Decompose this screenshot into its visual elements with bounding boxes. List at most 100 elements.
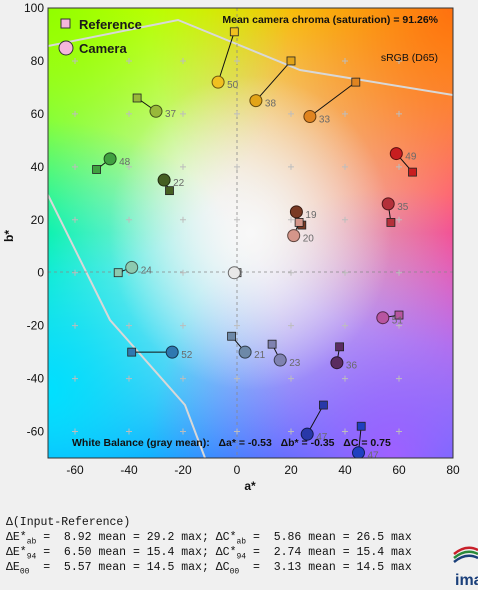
legend-camera-label: Camera bbox=[79, 41, 127, 56]
grid-plus-mark bbox=[234, 57, 240, 64]
grid-plus-mark bbox=[180, 322, 186, 329]
grid-plus-mark bbox=[342, 428, 348, 435]
legend-camera-marker bbox=[58, 40, 74, 56]
stats-a1: ΔE bbox=[6, 561, 20, 574]
grid-plus-mark bbox=[72, 163, 78, 170]
patch-label: 49 bbox=[405, 152, 417, 163]
patch-label: 21 bbox=[254, 350, 266, 361]
camera-marker bbox=[125, 260, 139, 274]
reference-marker bbox=[408, 167, 417, 177]
stats-a2: ΔC* bbox=[215, 531, 237, 544]
camera-marker bbox=[249, 94, 263, 108]
patch-label: 37 bbox=[165, 109, 177, 120]
grid-plus-mark bbox=[234, 110, 240, 117]
grid-plus-mark bbox=[396, 216, 402, 223]
grid-plus-mark bbox=[234, 216, 240, 223]
grid-plus-mark bbox=[234, 322, 240, 329]
stats-s2: 00 bbox=[229, 567, 240, 577]
stats-row: ΔE00 = 5.57 mean = 14.5 max; ΔC00 = 3.13… bbox=[6, 560, 446, 577]
reference-marker bbox=[113, 268, 123, 278]
patch-labels: 50 38 33 37 48 22 49 19 20 35 24 51 21 23 36 52 47 47 bbox=[119, 80, 417, 462]
y-tick-label: -20 bbox=[27, 319, 45, 333]
reference-marker bbox=[394, 310, 404, 320]
reference-marker bbox=[386, 218, 396, 227]
patch-label: 50 bbox=[227, 80, 239, 91]
grid-plus-mark bbox=[234, 163, 240, 170]
camera-marker bbox=[157, 173, 171, 187]
grid-plus-mark bbox=[180, 269, 186, 276]
patch-label: 38 bbox=[265, 99, 277, 110]
reference-marker bbox=[318, 400, 328, 410]
stats-v1: = 8.92 mean = 29.2 max; bbox=[36, 531, 216, 544]
grid-plus-mark bbox=[126, 163, 132, 170]
patch-label: 52 bbox=[181, 350, 193, 361]
y-tick-label: -60 bbox=[27, 425, 45, 439]
x-axis-label: a* bbox=[244, 479, 256, 493]
reference-marker bbox=[229, 27, 239, 37]
camera-marker bbox=[103, 152, 117, 166]
reference-marker bbox=[335, 342, 345, 352]
grid-plus-mark bbox=[342, 322, 348, 329]
x-tick-label: 80 bbox=[446, 463, 460, 477]
grid-plus-mark bbox=[342, 110, 348, 117]
camera-marker bbox=[389, 147, 403, 161]
x-tick-label: 20 bbox=[284, 463, 298, 477]
stats-a2: ΔC bbox=[215, 561, 230, 574]
patch-label: 36 bbox=[346, 361, 358, 372]
srgb-gamut-boundary-lower bbox=[48, 194, 206, 458]
y-tick-labels: -60 -40 -20 0 20 40 60 80 100 bbox=[24, 1, 44, 439]
stats-s2: 94 bbox=[236, 552, 247, 562]
white-balance-note: White Balance (gray mean): Δa* = -0.53 Δ… bbox=[72, 437, 391, 449]
reference-marker bbox=[286, 56, 296, 66]
camera-marker bbox=[376, 311, 390, 325]
x-tick-label: 40 bbox=[338, 463, 352, 477]
camera-marker bbox=[238, 345, 252, 359]
reference-marker bbox=[294, 218, 304, 227]
grid-plus-mark bbox=[288, 216, 294, 223]
stats-title: Δ(Input-Reference) bbox=[6, 516, 131, 529]
grid-plus-mark bbox=[342, 269, 348, 276]
x-tick-labels: -60 -40 -20 0 20 40 60 80 bbox=[66, 463, 460, 477]
grid-plus-mark bbox=[396, 269, 402, 276]
stats-s1: 94 bbox=[26, 552, 37, 562]
camera-marker bbox=[211, 75, 225, 89]
y-tick-label: -40 bbox=[27, 372, 45, 386]
camera-marker bbox=[381, 197, 395, 211]
stats-v2: = 5.86 mean = 26.5 max bbox=[246, 531, 412, 544]
grid-plus-mark bbox=[396, 322, 402, 329]
patch-label: 48 bbox=[119, 157, 131, 168]
patch-label: 23 bbox=[289, 358, 301, 369]
stats-row: ΔE*ab = 8.92 mean = 29.2 max; ΔC*ab = 5.… bbox=[6, 530, 446, 546]
grid-plus-mark bbox=[126, 57, 132, 64]
patch-markers bbox=[92, 27, 417, 458]
grid-plus-mark bbox=[342, 216, 348, 223]
patch-label: 47 bbox=[368, 451, 380, 462]
gamut-label: sRGB (D65) bbox=[381, 52, 438, 64]
camera-marker bbox=[289, 205, 303, 219]
x-tick-label: -40 bbox=[120, 463, 138, 477]
grid-plus-mark bbox=[288, 163, 294, 170]
reference-marker bbox=[356, 421, 366, 431]
y-tick-label: 20 bbox=[31, 213, 45, 227]
grid-plus-mark bbox=[72, 375, 78, 382]
patch-label: 33 bbox=[319, 115, 331, 126]
grid-plus-mark bbox=[180, 110, 186, 117]
y-tick-label: 60 bbox=[31, 107, 45, 121]
y-tick-label: 0 bbox=[37, 266, 44, 280]
logo-text: ima bbox=[455, 572, 478, 589]
stats-v2: = 2.74 mean = 15.4 max bbox=[246, 546, 412, 559]
delta-statistics: Δ(Input-Reference) ΔE*ab = 8.92 mean = 2… bbox=[6, 515, 446, 577]
grid-plus-mark bbox=[234, 428, 240, 435]
grid-plus-mark bbox=[72, 269, 78, 276]
imatest-logo-icon bbox=[453, 546, 478, 563]
stats-a1: ΔE* bbox=[6, 531, 27, 544]
patch-label: 51 bbox=[392, 316, 404, 327]
y-tick-label: 100 bbox=[24, 1, 44, 15]
patch-error-line bbox=[309, 81, 357, 117]
grid-plus-mark bbox=[126, 322, 132, 329]
grid-plus-mark bbox=[396, 375, 402, 382]
stats-row: ΔE*94 = 6.50 mean = 15.4 max; ΔC*94 = 2.… bbox=[6, 545, 446, 562]
camera-marker bbox=[330, 356, 344, 370]
grid-plus-mark bbox=[180, 216, 186, 223]
grid-plus-mark bbox=[396, 57, 402, 64]
